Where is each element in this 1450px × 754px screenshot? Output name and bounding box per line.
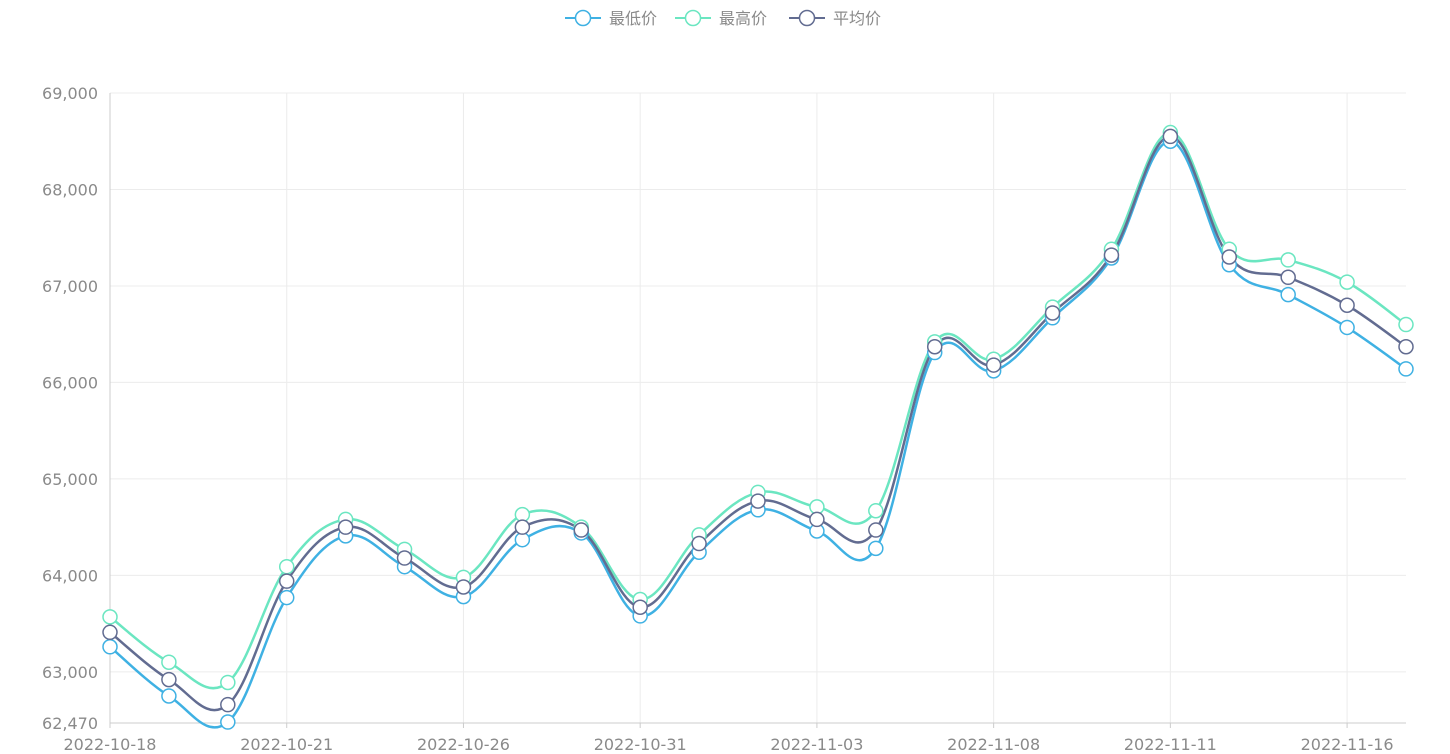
data-point-1[interactable]: [220, 674, 236, 691]
data-point-0[interactable]: [102, 639, 118, 655]
data-point-2[interactable]: [750, 493, 766, 509]
data-point-1[interactable]: [278, 558, 295, 575]
data-point-2[interactable]: [1103, 247, 1120, 263]
data-point-2[interactable]: [514, 519, 531, 535]
x-tick-label: 2022-10-21: [240, 735, 333, 754]
data-point-2[interactable]: [1398, 338, 1414, 355]
data-point-2[interactable]: [691, 535, 707, 552]
y-tick-label: 65,000: [42, 470, 98, 489]
data-point-2[interactable]: [985, 357, 1002, 373]
data-point-0[interactable]: [1398, 361, 1414, 377]
data-point-2[interactable]: [868, 522, 884, 538]
data-point-1[interactable]: [102, 609, 118, 625]
data-point-1[interactable]: [1280, 252, 1296, 268]
data-point-2[interactable]: [220, 696, 236, 713]
legend-label: 平均价: [833, 9, 881, 28]
series-line-2: [109, 135, 1407, 712]
data-point-1[interactable]: [1398, 316, 1414, 333]
series-points: [102, 124, 1414, 730]
data-point-2[interactable]: [1162, 128, 1179, 145]
grid-lines: [110, 92, 1406, 723]
y-tick-label: 67,000: [42, 277, 98, 296]
data-point-0[interactable]: [1280, 286, 1296, 303]
x-tick-label: 2022-11-16: [1301, 735, 1394, 754]
data-point-2[interactable]: [926, 338, 943, 355]
legend-marker-icon: [684, 9, 702, 27]
legend-label: 最高价: [719, 9, 767, 28]
data-point-1[interactable]: [868, 502, 884, 519]
y-tick-label: 68,000: [42, 180, 98, 199]
data-point-2[interactable]: [1280, 269, 1296, 286]
legend[interactable]: 最低价 最高价 平均价: [565, 9, 881, 28]
data-point-2[interactable]: [809, 511, 825, 528]
data-point-2[interactable]: [102, 624, 118, 641]
x-tick-label: 2022-11-08: [947, 735, 1040, 754]
data-point-2[interactable]: [161, 671, 177, 688]
x-tick-label: 2022-10-26: [417, 735, 510, 754]
data-point-2[interactable]: [1221, 249, 1238, 265]
legend-item-2[interactable]: 平均价: [789, 9, 881, 28]
x-tick-label: 2022-10-31: [594, 735, 687, 754]
data-point-2[interactable]: [1044, 305, 1061, 321]
data-point-0[interactable]: [1339, 319, 1355, 336]
legend-item-0[interactable]: 最低价: [565, 9, 657, 28]
data-point-2[interactable]: [1339, 297, 1355, 314]
data-point-0[interactable]: [220, 714, 236, 730]
y-tick-label: 62,470: [42, 714, 98, 733]
y-tick-label: 66,000: [42, 373, 98, 392]
y-tick-label: 64,000: [42, 566, 98, 585]
data-point-2[interactable]: [455, 579, 472, 595]
x-tick-label: 2022-10-18: [64, 735, 157, 754]
series-line-1: [109, 131, 1407, 690]
data-point-1[interactable]: [161, 654, 177, 670]
x-tick-label: 2022-11-03: [770, 735, 863, 754]
x-tick-label: 2022-11-11: [1124, 735, 1217, 754]
data-point-0[interactable]: [278, 589, 295, 606]
series-lines: [109, 131, 1407, 729]
legend-marker-icon: [574, 9, 592, 27]
data-point-2[interactable]: [632, 599, 648, 615]
legend-item-1[interactable]: 最高价: [675, 9, 767, 28]
legend-marker-icon: [798, 9, 816, 27]
data-point-2[interactable]: [396, 550, 413, 566]
data-point-0[interactable]: [868, 540, 884, 557]
data-point-0[interactable]: [161, 688, 177, 704]
data-point-2[interactable]: [337, 519, 354, 535]
y-tick-label: 63,000: [42, 663, 98, 682]
data-point-2[interactable]: [573, 522, 590, 538]
y-tick-label: 69,000: [42, 84, 98, 103]
series-line-0: [109, 139, 1407, 729]
data-point-1[interactable]: [1339, 274, 1355, 290]
axes: 62,470 63,000 64,000 65,000 66,000 67,000 68,0…: [42, 84, 1406, 754]
data-point-2[interactable]: [278, 573, 295, 589]
legend-label: 最低价: [609, 9, 657, 28]
